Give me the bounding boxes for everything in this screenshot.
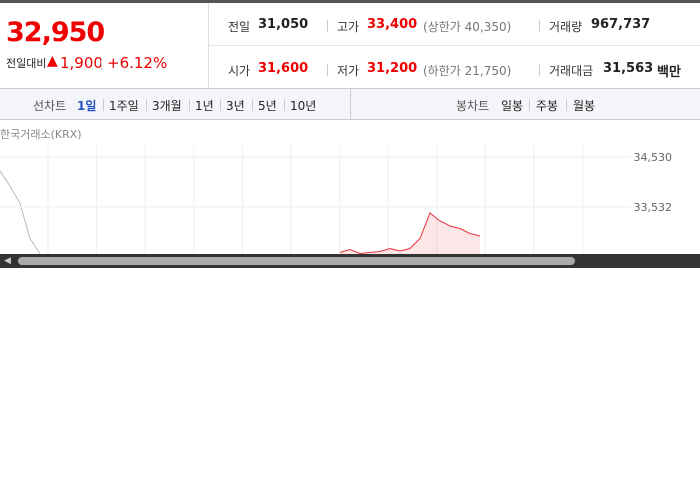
candle-tab[interactable]: 주봉 [536,99,559,113]
separator [327,20,328,32]
candle-tab[interactable]: 일봉 [501,99,524,113]
separator [539,64,540,76]
change-label: 전일대비 [6,57,47,70]
separator [103,99,104,111]
quote-panel: 32,950 전일대비 ▲ 1,900 +6.12% 전일 31,050 고가 33,… [0,0,700,91]
scrollbar: ◀ [0,254,700,268]
stat-label: 거래량 [549,20,583,34]
separator [189,99,190,111]
tab-group-label: 봉차트 [456,99,490,113]
divider [208,3,209,91]
divider [209,45,700,46]
price: 32,950 [6,17,105,48]
stat-value: 31,600 [258,61,309,76]
chart: 한국거래소(KRX) 34,530 33,532 [0,128,673,254]
period-tab[interactable]: 1년 [195,99,214,113]
candle-tab[interactable]: 월봉 [573,99,596,113]
stat-value: 33,400 [367,17,418,32]
stat-label: 저가 [337,64,360,78]
stat-unit: 백만 [657,65,681,80]
tab-group-label: 선차트 [33,99,67,113]
separator [566,99,567,111]
line [339,212,481,254]
stat-label: 고가 [337,20,360,34]
plot [0,170,481,254]
period-tab[interactable]: 3개월 [152,99,182,113]
stat-note: (상한가 40,350) [423,20,512,34]
separator [539,20,540,32]
grid [47,146,584,254]
period-tab[interactable]: 1주일 [109,99,139,113]
stat-value: 967,737 [591,17,651,32]
period-tab[interactable]: 3년 [226,99,245,113]
separator [327,64,328,76]
scroll-thumb[interactable] [18,257,575,265]
tab-bar: 선차트 1일 1주일 3개월 1년 3년 5년 10년 봉차트 일봉 주봉 월봉 [0,88,700,120]
separator [146,99,147,111]
stat-value: 31,200 [367,61,418,76]
y-tick-label: 33,532 [634,201,673,214]
area [340,213,480,254]
period-tab[interactable]: 10년 [290,99,317,113]
up-arrow: ▲ [47,53,58,69]
stat-value: 31,050 [258,17,309,32]
stat-label: 시가 [228,64,251,78]
y-tick-label: 34,530 [634,151,673,164]
separator [101,58,102,70]
separator [529,99,530,111]
source: 한국거래소(KRX) [0,128,82,141]
stat-value: 31,563 [603,61,654,76]
period-tab[interactable]: 1일 [77,99,97,113]
change: 1,900 [60,54,103,72]
stat-label: 전일 [228,20,251,34]
stat-note: (하한가 21,750) [423,64,512,78]
scroll-left[interactable]: ◀ [4,256,11,266]
period-tab[interactable]: 5년 [258,99,277,113]
line [0,170,41,254]
stat-label: 거래대금 [549,64,594,78]
separator [220,99,221,111]
divider [350,89,351,119]
separator [284,99,285,111]
separator [252,99,253,111]
change-rate: +6.12% [107,54,168,72]
